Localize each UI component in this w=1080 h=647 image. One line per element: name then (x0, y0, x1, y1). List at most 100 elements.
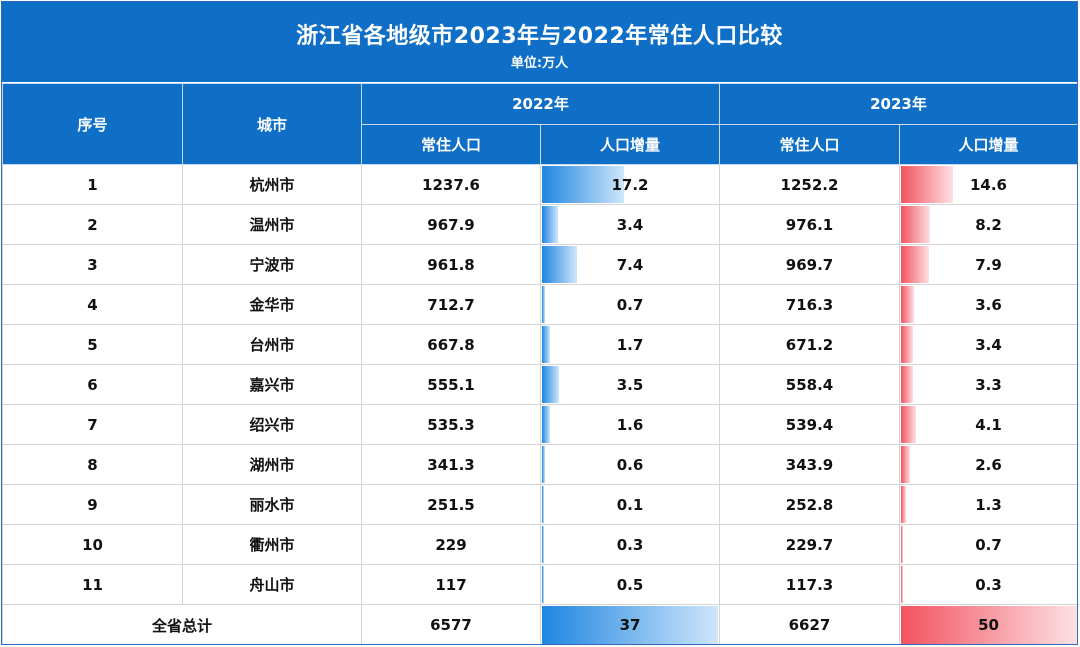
table-row: 11 舟山市 117 0.5 117.3 0.3 (2, 564, 1077, 605)
row-growth-2023-label: 3.3 (975, 375, 1002, 394)
row-city: 温州市 (182, 204, 362, 245)
row-growth-2023-bar (901, 406, 916, 443)
row-index: 9 (2, 484, 183, 525)
row-population-2022: 967.9 (361, 204, 541, 245)
row-growth-2022-bar (542, 166, 624, 203)
row-city: 舟山市 (182, 564, 362, 605)
row-growth-2023-bar (901, 366, 913, 403)
table-row: 9 丽水市 251.5 0.1 252.8 1.3 (2, 484, 1077, 525)
row-growth-2022-label: 3.4 (616, 215, 644, 234)
table-row: 6 嘉兴市 555.1 3.5 558.4 3.3 (2, 364, 1077, 405)
row-growth-2022-label: 0.5 (616, 575, 644, 594)
row-index: 10 (2, 524, 183, 565)
table-row: 3 宁波市 961.8 7.4 969.7 7.9 (2, 244, 1077, 285)
row-growth-2023: 0.3 (899, 564, 1077, 605)
row-growth-2023: 3.4 (899, 324, 1077, 365)
row-growth-2022-label: 1.7 (616, 335, 644, 354)
row-growth-2022: 1.7 (540, 324, 720, 365)
row-growth-2022-label: 0.3 (616, 535, 644, 554)
row-growth-2022-label: 1.6 (616, 415, 644, 434)
row-growth-2023-bar (901, 206, 930, 243)
row-index: 6 (2, 364, 183, 405)
table-row: 10 衢州市 229 0.3 229.7 0.7 (2, 524, 1077, 565)
row-growth-2022-label: 3.5 (616, 375, 644, 394)
header-index: 序号 (2, 83, 183, 165)
row-growth-2023: 0.7 (899, 524, 1077, 565)
row-growth-2023: 14.6 (899, 164, 1077, 205)
row-growth-2022: 0.3 (540, 524, 720, 565)
row-growth-2022-bar (542, 286, 545, 323)
total-population-2022: 6577 (361, 604, 541, 644)
row-growth-2023-label: 3.4 (975, 335, 1002, 354)
row-population-2023: 671.2 (719, 324, 900, 365)
row-growth-2022: 3.5 (540, 364, 720, 405)
row-growth-2022-bar (542, 566, 544, 603)
header-growth-2023: 人口增量 (899, 123, 1077, 165)
row-population-2023: 343.9 (719, 444, 900, 485)
row-city: 丽水市 (182, 484, 362, 525)
row-index: 5 (2, 324, 183, 365)
row-population-2023: 252.8 (719, 484, 900, 525)
total-label: 全省总计 (2, 604, 362, 644)
row-growth-2022: 7.4 (540, 244, 720, 285)
row-population-2022: 535.3 (361, 404, 541, 445)
total-growth-2022-label: 37 (619, 616, 641, 634)
row-growth-2023: 4.1 (899, 404, 1077, 445)
row-growth-2022-label: 0.7 (616, 295, 644, 314)
row-growth-2023-label: 0.3 (975, 575, 1002, 594)
title-banner: 浙江省各地级市2023年与2022年常住人口比较 单位:万人 (2, 2, 1077, 82)
row-growth-2022: 3.4 (540, 204, 720, 245)
row-growth-2022-label: 17.2 (611, 175, 649, 194)
row-population-2023: 976.1 (719, 204, 900, 245)
row-growth-2023-bar (901, 246, 929, 283)
row-growth-2023-bar (901, 526, 903, 563)
header-row-2: 常住人口 人口增量 常住人口 人口增量 (3, 123, 1077, 165)
row-growth-2022: 0.7 (540, 284, 720, 325)
total-population-2023: 6627 (719, 604, 900, 644)
row-growth-2023-label: 8.2 (975, 215, 1002, 234)
row-city: 宁波市 (182, 244, 362, 285)
total-growth-2023-bar (901, 606, 1077, 644)
row-growth-2022: 0.5 (540, 564, 720, 605)
row-growth-2023: 3.6 (899, 284, 1077, 325)
row-population-2022: 961.8 (361, 244, 541, 285)
total-growth-2022-bar (542, 606, 718, 644)
row-population-2023: 1252.2 (719, 164, 900, 205)
header-city: 城市 (182, 83, 362, 165)
row-city: 台州市 (182, 324, 362, 365)
row-growth-2023-label: 1.3 (975, 495, 1002, 514)
unit-label: 单位:万人 (510, 56, 569, 71)
row-city: 湖州市 (182, 444, 362, 485)
row-growth-2022: 0.1 (540, 484, 720, 525)
row-population-2022: 555.1 (361, 364, 541, 405)
header-row-1: 序号 城市 2022年 2023年 (2, 83, 1077, 165)
row-population-2022: 251.5 (361, 484, 541, 525)
table-row: 8 湖州市 341.3 0.6 343.9 2.6 (2, 444, 1077, 485)
total-growth-2023-label: 50 (978, 616, 999, 634)
row-growth-2023: 3.3 (899, 364, 1077, 405)
table-body: 1 杭州市 1237.6 17.2 1252.2 14.6 2 温州市 967.9 3.4 976.… (2, 164, 1077, 644)
row-population-2023: 558.4 (719, 364, 900, 405)
row-growth-2022-bar (542, 366, 559, 403)
row-city: 嘉兴市 (182, 364, 362, 405)
row-index: 8 (2, 444, 183, 485)
header-year-2022: 2022年 (361, 83, 720, 125)
table-row: 4 金华市 712.7 0.7 716.3 3.6 (2, 284, 1077, 325)
row-growth-2023-label: 0.7 (975, 535, 1002, 554)
row-index: 4 (2, 284, 183, 325)
row-growth-2022-bar (542, 246, 577, 283)
row-city: 杭州市 (182, 164, 362, 205)
row-growth-2022-bar (542, 406, 550, 443)
row-growth-2023: 2.6 (899, 444, 1077, 485)
row-population-2022: 1237.6 (361, 164, 541, 205)
table-row: 2 温州市 967.9 3.4 976.1 8.2 (2, 204, 1077, 245)
row-growth-2022: 0.6 (540, 444, 720, 485)
header-year-2023: 2023年 (719, 83, 1077, 125)
row-growth-2023-bar (901, 566, 903, 603)
row-growth-2023-label: 2.6 (975, 455, 1002, 474)
table-row: 7 绍兴市 535.3 1.6 539.4 4.1 (2, 404, 1077, 445)
page-title: 浙江省各地级市2023年与2022年常住人口比较 (296, 24, 783, 49)
row-growth-2022-bar (542, 326, 550, 363)
table-row: 5 台州市 667.8 1.7 671.2 3.4 (2, 324, 1077, 365)
